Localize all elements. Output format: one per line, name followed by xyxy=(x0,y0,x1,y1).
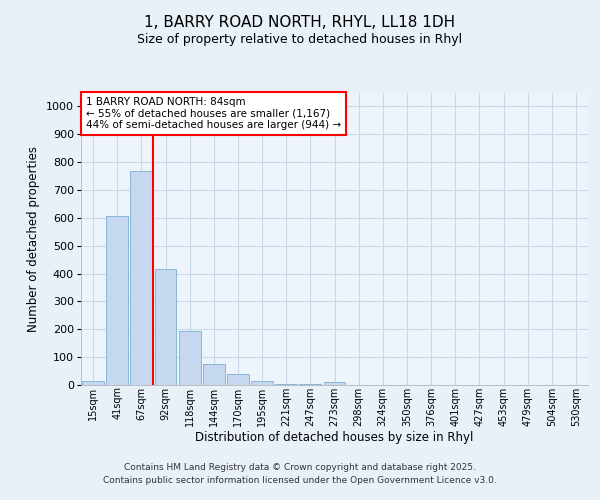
Bar xyxy=(323,382,346,385)
Bar xyxy=(275,384,297,385)
Y-axis label: Number of detached properties: Number of detached properties xyxy=(28,146,41,332)
Bar xyxy=(299,384,321,385)
Bar xyxy=(82,381,104,385)
Bar xyxy=(130,172,152,385)
Bar xyxy=(179,331,200,385)
Text: Size of property relative to detached houses in Rhyl: Size of property relative to detached ho… xyxy=(137,32,463,46)
X-axis label: Distribution of detached houses by size in Rhyl: Distribution of detached houses by size … xyxy=(196,432,473,444)
Text: 1, BARRY ROAD NORTH, RHYL, LL18 1DH: 1, BARRY ROAD NORTH, RHYL, LL18 1DH xyxy=(145,15,455,30)
Bar xyxy=(251,381,273,385)
Text: 1 BARRY ROAD NORTH: 84sqm
← 55% of detached houses are smaller (1,167)
44% of se: 1 BARRY ROAD NORTH: 84sqm ← 55% of detac… xyxy=(86,97,341,130)
Text: Contains public sector information licensed under the Open Government Licence v3: Contains public sector information licen… xyxy=(103,476,497,485)
Bar xyxy=(227,374,249,385)
Bar xyxy=(203,364,224,385)
Text: Contains HM Land Registry data © Crown copyright and database right 2025.: Contains HM Land Registry data © Crown c… xyxy=(124,462,476,471)
Bar xyxy=(155,270,176,385)
Bar xyxy=(106,216,128,385)
